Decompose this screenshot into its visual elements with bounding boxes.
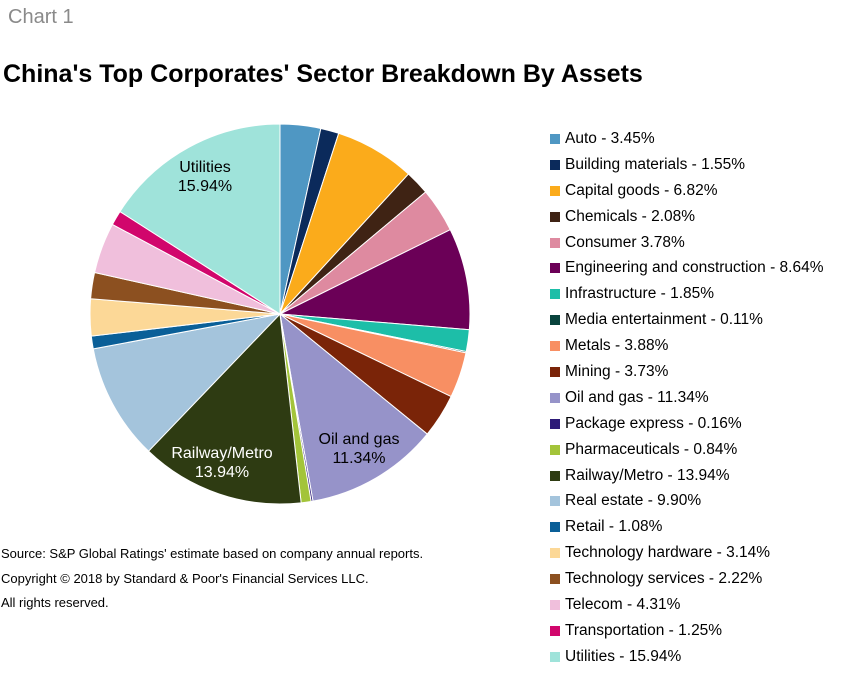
chart-legend: Auto - 3.45% Building materials - 1.55% Ca… [550,126,824,670]
legend-label: Telecom - 4.31% [565,595,681,613]
legend-item: Technology services - 2.22% [550,566,824,592]
legend-swatch [550,185,560,196]
legend-item: Auto - 3.45% [550,126,824,152]
legend-swatch [550,418,560,429]
legend-item: Consumer 3.78% [550,230,824,256]
slice-label-value: 15.94% [177,178,233,195]
legend-item: Capital goods - 6.82% [550,178,824,204]
legend-item: Real estate - 9.90% [550,488,824,514]
chart-number-label: Chart 1 [8,6,74,28]
legend-swatch [550,366,560,377]
legend-swatch [550,263,560,274]
legend-label: Real estate - 9.90% [565,492,702,510]
chart-notes: Source: S&P Global Ratings' estimate bas… [1,542,423,616]
legend-label: Oil and gas - 11.34% [565,388,709,406]
legend-label: Chemicals - 2.08% [565,207,696,225]
legend-item: Technology hardware - 3.14% [550,540,824,566]
legend-label: Retail - 1.08% [565,518,663,536]
pie-slice-oil-and-gas [279,312,428,502]
pie-slice-utilities [119,123,281,315]
legend-label: Package express - 0.16% [565,414,742,432]
legend-swatch [550,315,560,326]
legend-swatch [550,599,560,610]
legend-label: Transportation - 1.25% [565,621,723,639]
legend-label: Media entertainment - 0.11% [565,311,763,329]
legend-item: Transportation - 1.25% [550,618,824,644]
legend-item: Railway/Metro - 13.94% [550,463,824,489]
legend-swatch [550,159,560,170]
legend-item: Utilities - 15.94% [550,644,824,670]
legend-swatch [550,470,560,481]
slice-label-name: Utilities [179,159,231,176]
legend-swatch [550,289,560,300]
slice-label-value: 13.94% [194,464,250,481]
legend-label: Utilities - 15.94% [565,647,682,665]
legend-swatch [550,625,560,636]
legend-swatch [550,392,560,403]
legend-item: Chemicals - 2.08% [550,204,824,230]
legend-swatch [550,548,560,559]
pie-slice-engineering-and-construction [278,228,471,331]
legend-item: Mining - 3.73% [550,359,824,385]
legend-item: Package express - 0.16% [550,411,824,437]
pie-slice-real-estate [92,313,282,452]
legend-swatch [550,522,560,533]
legend-label: Infrastructure - 1.85% [565,285,715,303]
legend-label: Engineering and construction - 8.64% [565,259,824,277]
legend-item: Oil and gas - 11.34% [550,385,824,411]
legend-label: Pharmaceuticals - 0.84% [565,440,738,458]
legend-swatch [550,341,560,352]
pie-slice-railway-metro [147,312,302,505]
slice-label-name: Railway/Metro [171,445,273,462]
legend-item: Building materials - 1.55% [550,152,824,178]
legend-swatch [550,574,560,585]
legend-item: Pharmaceuticals - 0.84% [550,437,824,463]
copyright-note: Copyright © 2018 by Standard & Poor's Fi… [1,570,369,586]
legend-swatch [550,651,560,662]
rights-note: All rights reserved. [1,595,109,610]
legend-swatch [550,444,560,455]
legend-swatch [550,496,560,507]
legend-item: Engineering and construction - 8.64% [550,255,824,281]
legend-label: Consumer 3.78% [565,233,685,251]
legend-label: Metals - 3.88% [565,337,669,355]
legend-item: Media entertainment - 0.11% [550,307,824,333]
source-note: Source: S&P Global Ratings' estimate bas… [1,546,424,561]
legend-item: Telecom - 4.31% [550,592,824,618]
legend-swatch [550,237,560,248]
legend-label: Building materials - 1.55% [565,155,746,173]
legend-label: Auto - 3.45% [565,129,655,147]
legend-label: Technology hardware - 3.14% [565,544,771,562]
legend-label: Mining - 3.73% [565,362,669,380]
slice-label-value: 11.34% [332,450,386,467]
legend-swatch [550,211,560,222]
legend-swatch [550,133,560,144]
legend-item: Infrastructure - 1.85% [550,281,824,307]
legend-label: Technology services - 2.22% [565,570,763,588]
legend-item: Retail - 1.08% [550,514,824,540]
slice-label-name: Oil and gas [318,431,400,448]
legend-label: Capital goods - 6.82% [565,181,718,199]
legend-item: Metals - 3.88% [550,333,824,359]
legend-label: Railway/Metro - 13.94% [565,466,730,484]
chart-title: China's Top Corporates' Sector Breakdown… [3,60,643,88]
